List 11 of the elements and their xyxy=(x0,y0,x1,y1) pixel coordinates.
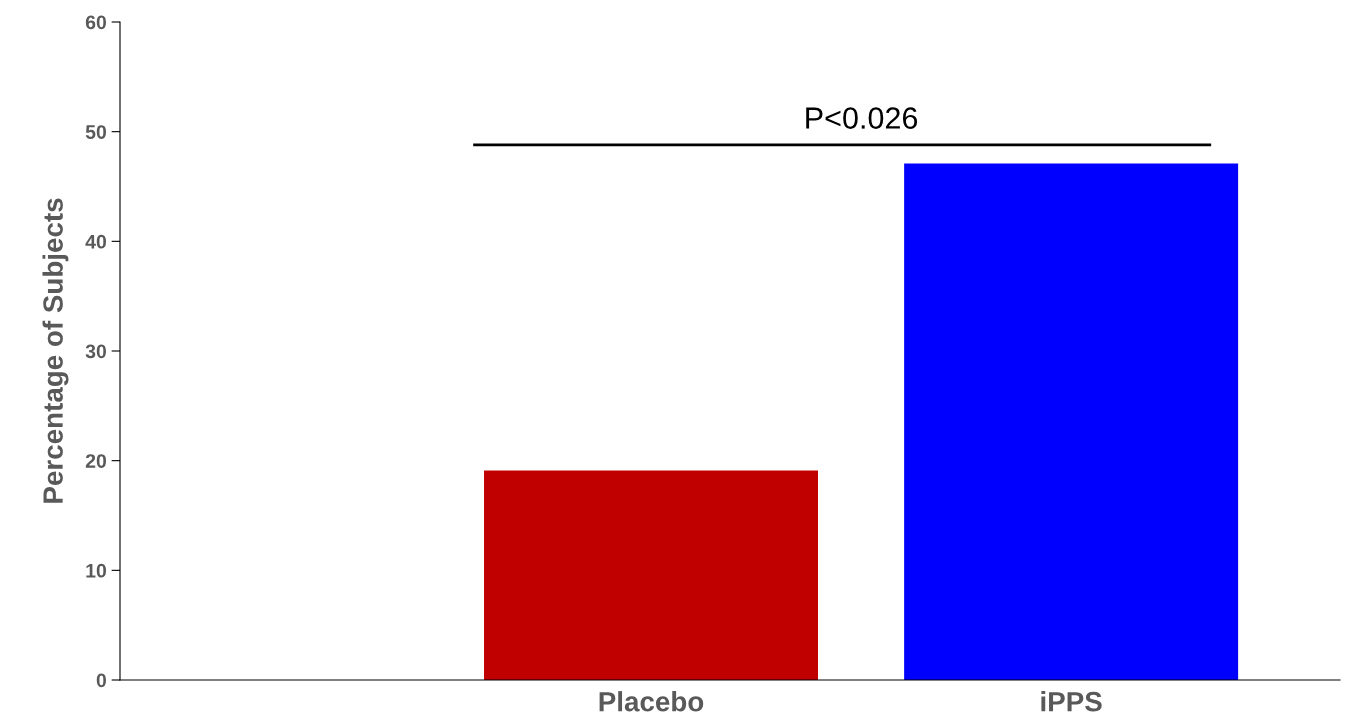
annotation: P<0.026 xyxy=(806,107,918,129)
x-tick-label: Placebo xyxy=(599,691,704,712)
y-tick-label: 10 xyxy=(86,563,107,578)
y-tick-label: 30 xyxy=(85,344,107,359)
y-tick-label: 0 xyxy=(96,673,107,688)
y-tick-label: 20 xyxy=(85,454,107,468)
y-tick-label: 60 xyxy=(85,15,107,30)
y-tick-label: 40 xyxy=(85,234,107,249)
y-tick-label: 50 xyxy=(85,125,107,139)
y-axis-title: Percentage of Subjects xyxy=(42,198,69,503)
x-tick-label: iPPS xyxy=(1041,691,1102,712)
